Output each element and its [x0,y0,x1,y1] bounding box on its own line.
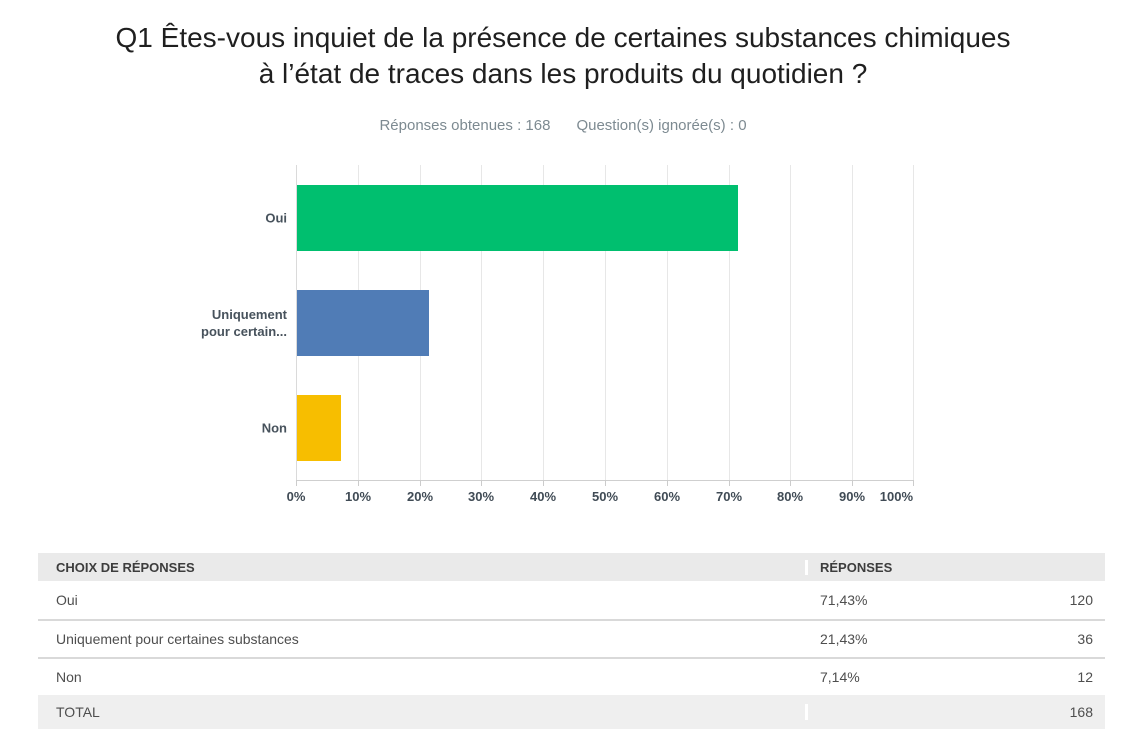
header-choices: CHOIX DE RÉPONSES [56,559,195,575]
category-label-non: Non [261,420,287,435]
table-total-row: TOTAL 168 [38,695,1105,729]
gridline-30% [481,165,482,480]
x-axis-label-50%: 50% [591,489,619,504]
axis-tick-20% [420,480,421,486]
bar-chart-plot-area: 0% 10% 20% 30% 40% 50% 60% 70% 80% 90% 100% Oui Uniq… [201,165,914,504]
answered-count: 168 [525,117,551,134]
axis-tick-40% [543,480,544,486]
axis-tick-90% [852,480,853,486]
total-count: 168 [1069,704,1093,720]
x-axis-label-80%: 80% [776,489,804,504]
table-row: Non 7,14% 12 [38,657,1105,695]
total-count-cell: 168 [805,704,1105,720]
table-row: Oui 71,43% 120 [38,581,1105,619]
axis-tick-0% [296,480,297,486]
skipped-count: 0 [738,117,747,134]
percent-value: 71,43% [820,592,868,608]
responses-cell: 7,14% 12 [805,669,1105,685]
category-label-uniquement-pour-certaines-substances: Uniquement pour certain... [201,306,287,339]
x-axis-label-70%: 70% [715,489,743,504]
count-value: 36 [1077,631,1093,647]
axis-tick-30% [481,480,482,486]
table-body: Oui 71,43% 120 Uniquement pour certaines su… [38,581,1105,695]
choice-cell: Uniquement pour certaines substances [56,631,299,647]
axis-tick-50% [605,480,606,486]
table-header-row: CHOIX DE RÉPONSES RÉPONSES [38,553,1105,581]
answered-stat: Réponses obtenues : 168 [379,117,551,134]
bar-uniquement-pour-certaines-substances [297,289,429,356]
responses-cell: 71,43% 120 [805,592,1105,608]
x-axis-label-40%: 40% [529,489,557,504]
axis-tick-10% [358,480,359,486]
axis-tick-70% [729,480,730,486]
count-value: 120 [1069,592,1093,608]
x-axis-label-60%: 60% [653,489,681,504]
bar-oui [297,184,738,251]
gridline-50% [605,165,606,480]
x-axis-label-10%: 10% [344,489,372,504]
gridline-60% [667,165,668,480]
responses-cell: 21,43% 36 [805,631,1105,647]
response-stats: Réponses obtenues : 168 Question(s) igno… [0,117,1126,134]
x-axis-label-0%: 0% [286,489,306,504]
total-label: TOTAL [56,704,100,720]
axis-tick-60% [667,480,668,486]
x-axis-label-100%: 100% [879,489,913,504]
page-title: Q1 Êtes-vous inquiet de la présence de c… [0,20,1126,92]
gridline-100% [913,165,914,480]
question-title-line2: à l’état de traces dans les produits du … [258,58,868,89]
gridline-80% [790,165,791,480]
x-axis-label-30%: 30% [467,489,495,504]
count-value: 12 [1077,669,1093,685]
results-table: CHOIX DE RÉPONSES RÉPONSES Oui 71,43% 120 U… [38,553,1105,729]
category-label-oui: Oui [265,210,287,225]
percent-value: 7,14% [820,669,860,685]
choice-cell: Oui [56,592,78,608]
gridline-90% [852,165,853,480]
header-responses: RÉPONSES [805,559,1105,575]
x-axis-label-90%: 90% [838,489,866,504]
gridline-40% [543,165,544,480]
table-row: Uniquement pour certaines substances 21,4… [38,619,1105,657]
gridline-70% [729,165,730,480]
gridline-0% [296,165,297,480]
skipped-stat: Question(s) ignorée(s) : 0 [576,117,747,134]
axis-tick-100% [913,480,914,486]
bar-non [297,394,341,461]
axis-tick-80% [790,480,791,486]
choice-cell: Non [56,669,82,685]
x-axis-label-20%: 20% [406,489,434,504]
question-title-line1: Q1 Êtes-vous inquiet de la présence de c… [115,22,1011,53]
percent-value: 21,43% [820,631,868,647]
